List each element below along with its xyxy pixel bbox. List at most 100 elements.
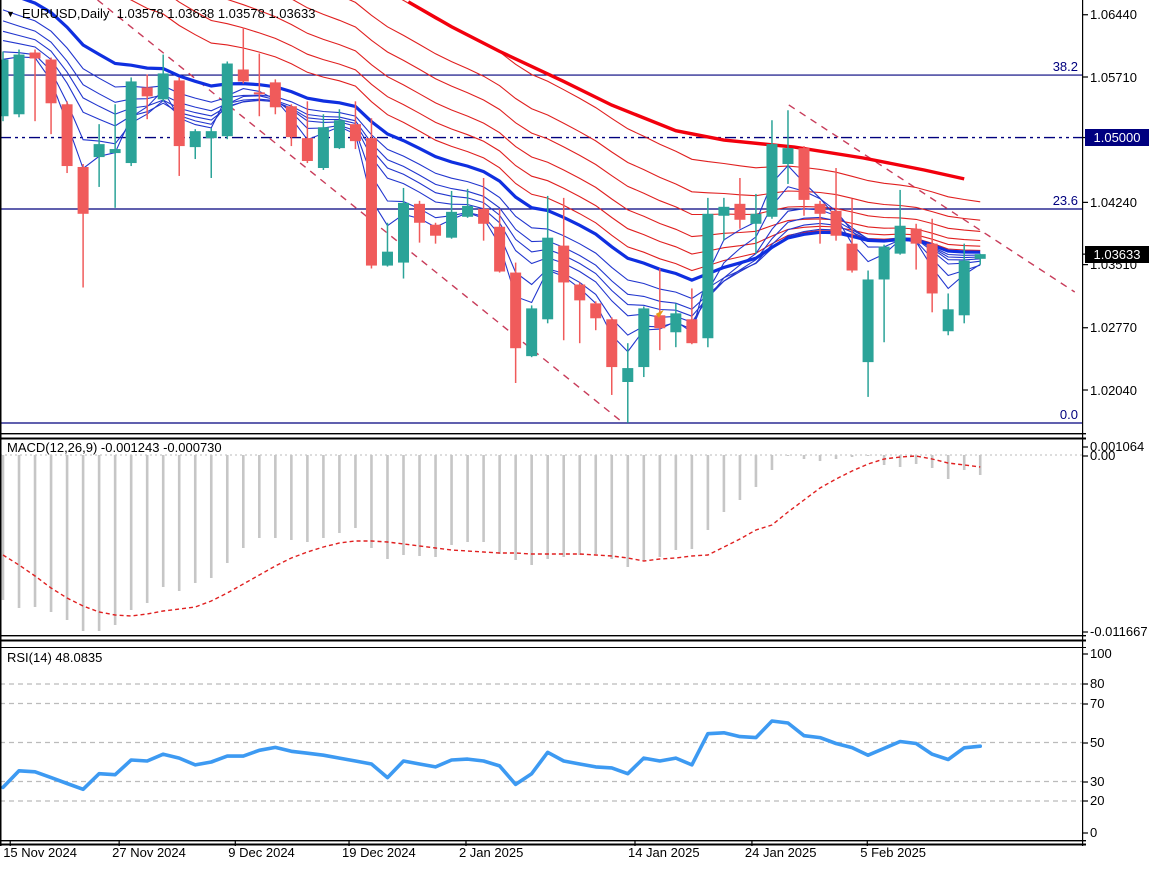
candle-body — [173, 80, 185, 147]
candle-body — [29, 52, 41, 59]
macd-axis-label: -0.011667 — [1090, 624, 1148, 639]
trendline[interactable] — [788, 104, 1076, 293]
candle-body — [45, 59, 57, 104]
symbol-dropdown-icon[interactable]: ▼ — [6, 9, 15, 19]
macd-histogram-bar — [322, 455, 325, 538]
candle-body — [750, 213, 762, 224]
macd-histogram-bar — [498, 455, 501, 554]
date-axis-label[interactable]: 24 Jan 2025 — [744, 845, 817, 860]
macd-histogram-bar — [706, 455, 710, 530]
date-axis-label[interactable]: 9 Dec 2024 — [228, 845, 295, 860]
ema-line-short — [2, 51, 981, 336]
candle-body — [446, 211, 458, 238]
macd-panel[interactable] — [0, 454, 1082, 632]
macd-histogram-bar — [594, 455, 598, 554]
macd-histogram-bar — [850, 455, 854, 458]
candle-body — [285, 106, 297, 138]
candle-body — [846, 243, 858, 271]
macd-histogram-bar — [578, 455, 582, 555]
macd-axis-label: 0.001064 — [1090, 439, 1145, 454]
candle-body — [205, 131, 217, 139]
candle-body — [125, 81, 137, 164]
macd-axis-label: 0.00 — [1090, 448, 1116, 463]
candle-body — [93, 144, 105, 158]
macd-histogram-bar — [258, 455, 261, 538]
candle-body — [798, 148, 810, 200]
candle-body — [430, 224, 442, 236]
date-axis-label[interactable]: 5 Feb 2025 — [860, 845, 927, 860]
candle-body — [0, 59, 9, 117]
candle-body — [462, 205, 474, 217]
rsi-axis-label: 30 — [1090, 774, 1105, 789]
macd-histogram-bar — [97, 455, 101, 632]
rsi-panel[interactable] — [0, 683, 1082, 802]
rsi-axis-label: 50 — [1090, 735, 1105, 750]
rsi-axis-label: 20 — [1090, 793, 1105, 808]
candle-body — [141, 87, 153, 97]
macd-histogram-bar — [770, 455, 774, 471]
candle-body — [253, 92, 265, 95]
candle-body — [558, 245, 570, 283]
macd-histogram-bar — [113, 455, 117, 625]
ema-line-long — [348, 0, 981, 221]
price-axis-label: 1.02770 — [1090, 320, 1137, 336]
ema-line-long — [292, 0, 981, 232]
candle-body — [269, 82, 281, 108]
macd-histogram-bar — [450, 455, 453, 546]
candle-body — [157, 73, 169, 100]
macd-histogram-bar — [354, 455, 357, 528]
candle-body — [77, 166, 89, 214]
candle-body — [365, 138, 377, 266]
macd-histogram-bar — [834, 455, 838, 460]
macd-histogram-bar — [642, 455, 646, 561]
macd-histogram-bar — [818, 455, 822, 462]
candle-body — [381, 251, 393, 266]
candle-body — [766, 144, 778, 217]
thick-blue-ma-line — [21, 0, 981, 282]
macd-histogram-bar — [193, 455, 197, 584]
borders-layer — [0, 0, 1088, 846]
macd-histogram-bar — [562, 455, 565, 558]
ema-line-long — [227, 0, 981, 242]
macd-histogram-bar — [306, 455, 309, 542]
candle-body — [638, 308, 650, 368]
candle-body — [333, 120, 345, 149]
main-chart-panel[interactable] — [0, 0, 1082, 424]
date-axis-label[interactable]: 15 Nov 2024 — [3, 845, 77, 860]
candle-body — [830, 210, 842, 236]
candle-body — [910, 228, 922, 244]
candle-body — [974, 254, 986, 259]
macd-histogram-bar — [722, 455, 726, 512]
date-axis-label[interactable]: 19 Dec 2024 — [342, 845, 416, 860]
candle-body — [542, 237, 554, 320]
candle-body — [606, 319, 618, 368]
macd-histogram-bar — [65, 455, 69, 621]
macd-histogram-bar — [386, 455, 389, 560]
macd-histogram-bar — [914, 455, 918, 464]
macd-histogram-bar — [738, 455, 742, 500]
fib-level-label: 0.0 — [1059, 407, 1078, 422]
candle-body — [237, 69, 249, 82]
candle-body — [670, 313, 682, 333]
candle-body — [702, 213, 714, 339]
macd-histogram-bar — [402, 455, 405, 555]
candle-body — [862, 279, 874, 363]
macd-histogram-bar — [674, 455, 678, 550]
chart-arrow-marker[interactable] — [655, 309, 664, 318]
macd-histogram-bar — [946, 455, 950, 479]
macd-histogram-bar — [145, 455, 149, 603]
macd-histogram-bar — [514, 455, 517, 561]
macd-histogram-bar — [225, 455, 229, 563]
date-axis-label[interactable]: 27 Nov 2024 — [112, 845, 186, 860]
date-axis-label[interactable]: 2 Jan 2025 — [458, 845, 524, 860]
candle-body — [494, 226, 506, 272]
rsi-axis-label: 80 — [1090, 676, 1105, 691]
macd-histogram-bar — [786, 455, 790, 457]
date-axis-label[interactable]: 14 Jan 2025 — [627, 845, 700, 860]
candle-body — [878, 246, 890, 280]
rsi-axis-label: 70 — [1090, 696, 1105, 711]
candle-body — [622, 368, 634, 382]
macd-histogram-bar — [33, 455, 37, 608]
